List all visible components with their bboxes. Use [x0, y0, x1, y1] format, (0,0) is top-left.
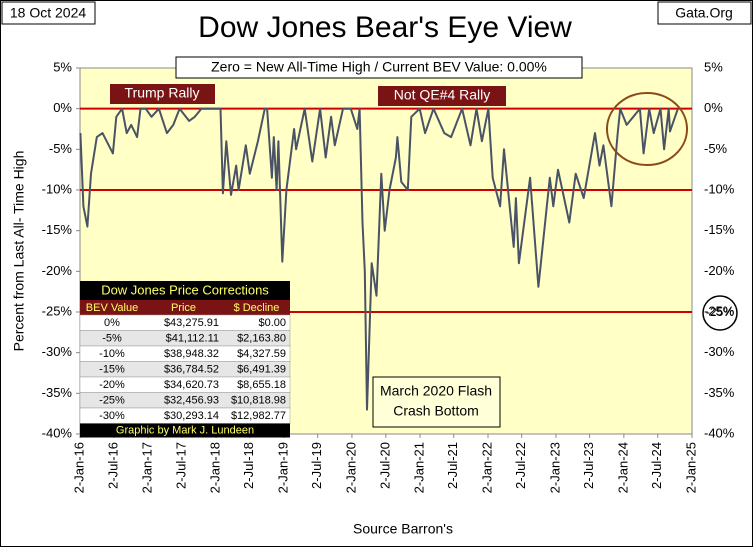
annotation: March 2020 Flash	[380, 383, 492, 399]
y2-tick-label: 0%	[704, 100, 723, 115]
x-axis-label: Source Barron's	[353, 521, 453, 537]
y-tick-label: -25%	[42, 303, 73, 318]
table-cell: -15%	[99, 363, 125, 375]
table-cell: $10,818.98	[231, 394, 286, 406]
y2-tick-label: -35%	[704, 385, 735, 400]
y2-tick-label: -10%	[704, 181, 735, 196]
table-cell: $34,620.73	[164, 379, 219, 391]
annotation-box	[110, 84, 215, 104]
table-cell: -20%	[99, 379, 125, 391]
y2-tick-label: -25%	[704, 303, 735, 318]
y-axis-label: Percent from Last All- Time High	[11, 151, 27, 352]
x-tick-label: 2-Jul-19	[309, 442, 324, 489]
annotation-box	[378, 86, 506, 106]
table-cell: $32,456.93	[164, 394, 219, 406]
table-footer-bg	[80, 423, 290, 438]
y-tick-label: -10%	[42, 181, 73, 196]
y-tick-label: -5%	[49, 141, 73, 156]
y2-tick-label: -15%	[704, 222, 735, 237]
table-cell: $30,293.14	[164, 410, 219, 422]
table-cell: $8,655.18	[237, 379, 286, 391]
table-header: Price	[171, 302, 196, 314]
table-cell: -25%	[99, 394, 125, 406]
x-tick-label: 2-Jan-22	[479, 442, 494, 493]
x-tick-label: 2-Jul-21	[445, 442, 460, 489]
table: Dow Jones Price Corrections BEV Value Pric…	[79, 281, 291, 438]
table-cell: $36,784.52	[164, 363, 219, 375]
table-header-bg	[80, 300, 290, 315]
site-box	[657, 1, 752, 25]
x-tick-label: 2-Jan-23	[547, 442, 562, 493]
x-tick-label: 2-Jul-22	[513, 442, 528, 489]
table-cell: $6,491.39	[237, 363, 286, 375]
x-tick-label: 2-Jul-20	[377, 442, 392, 489]
table-cell: $43,275.91	[164, 317, 219, 329]
y-tick-label: -30%	[42, 344, 73, 359]
table-footer: Graphic by Mark J. Lundeen	[116, 424, 254, 436]
date: 18 Oct 2024	[10, 5, 86, 21]
y-tick-label: 5%	[53, 59, 72, 74]
annotation-box	[372, 376, 501, 428]
subtitle-box	[175, 56, 583, 79]
annotation: Trump Rally	[125, 85, 200, 101]
chart-title: Dow Jones Bear's Eye View	[198, 11, 572, 44]
y-tick-label: 0%	[53, 100, 72, 115]
x-tick-label: 2-Jan-18	[207, 442, 222, 493]
subtitle: Zero = New All-Time High / Current BEV V…	[211, 59, 547, 75]
y2-tick-label: -5%	[704, 141, 728, 156]
table-title-bg	[80, 281, 290, 300]
table-header: $ Decline	[234, 302, 280, 314]
y2-tick-label: -20%	[704, 263, 735, 278]
y-tick-label: -20%	[42, 263, 73, 278]
y-tick-label: -40%	[42, 425, 73, 440]
annotation: Not QE#4 Rally	[394, 87, 490, 103]
x-tick-label: 2-Jul-17	[173, 442, 188, 489]
x-tick-label: 2-Jan-17	[140, 442, 155, 493]
annotation: -25%	[706, 305, 734, 319]
x-tick-label: 2-Jul-24	[649, 442, 664, 489]
y2-tick-label: -40%	[704, 425, 735, 440]
y-tick-label: -35%	[42, 385, 73, 400]
table-title: Dow Jones Price Corrections	[101, 282, 269, 297]
x-tick-label: 2-Jul-18	[241, 442, 256, 489]
x-tick-label: 2-Jan-21	[411, 442, 426, 493]
y-tick-label: -15%	[42, 222, 73, 237]
x-tick-label: 2-Jan-25	[683, 442, 698, 493]
table-cell: -5%	[102, 332, 122, 344]
x-tick-label: 2-Jul-23	[581, 442, 596, 489]
table-cell: $2,163.80	[237, 332, 286, 344]
highlight-circle	[606, 92, 688, 166]
x-tick-label: 2-Jan-19	[275, 442, 290, 493]
site: Gata.Org	[675, 5, 733, 21]
y2-tick-label: 5%	[704, 59, 723, 74]
table-cell: $12,982.77	[231, 410, 286, 422]
label-circle	[702, 295, 738, 331]
x-tick-label: 2-Jan-24	[615, 442, 630, 493]
annotation: Crash Bottom	[393, 403, 479, 419]
x-tick-label: 2-Jan-20	[343, 442, 358, 493]
table-cell: 0%	[104, 317, 120, 329]
table-cell: -10%	[99, 348, 125, 360]
table-cell: -30%	[99, 410, 125, 422]
date-box	[1, 1, 96, 25]
table-header: BEV Value	[86, 302, 138, 314]
table-cell: $0.00	[258, 317, 286, 329]
table-cell: $4,327.59	[237, 348, 286, 360]
x-tick-label: 2-Jul-16	[105, 442, 120, 489]
x-tick-label: 2-Jan-16	[71, 442, 86, 493]
y2-tick-label: -30%	[704, 344, 735, 359]
table-cell: $41,112.11	[166, 332, 219, 344]
data-line	[79, 107, 679, 411]
table-cell: $38,948.32	[164, 348, 219, 360]
